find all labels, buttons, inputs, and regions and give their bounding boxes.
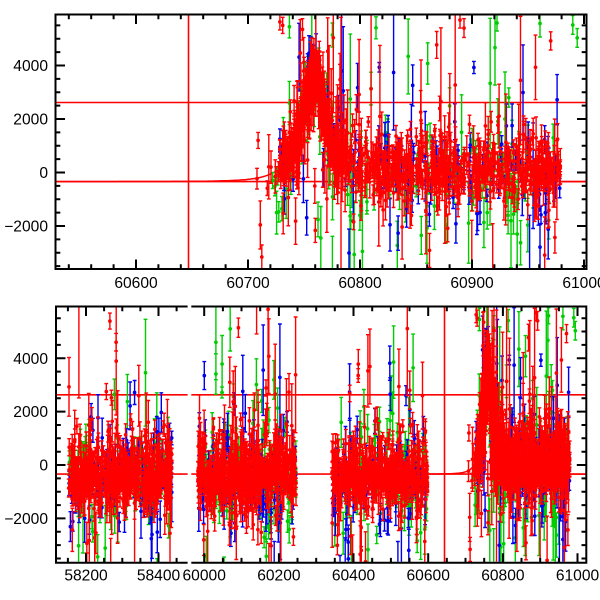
- svg-text:60700: 60700: [226, 275, 270, 292]
- svg-text:60600: 60600: [114, 275, 158, 292]
- svg-text:−2000: −2000: [4, 219, 48, 236]
- svg-text:2000: 2000: [13, 404, 48, 421]
- svg-text:61000: 61000: [562, 275, 600, 292]
- svg-text:0: 0: [39, 165, 48, 182]
- svg-text:60800: 60800: [481, 568, 525, 585]
- svg-text:4000: 4000: [13, 58, 48, 75]
- svg-text:58200: 58200: [64, 568, 108, 585]
- svg-text:2000: 2000: [13, 112, 48, 129]
- svg-text:60400: 60400: [332, 568, 376, 585]
- svg-text:60200: 60200: [257, 568, 301, 585]
- svg-text:60800: 60800: [338, 275, 382, 292]
- svg-text:58400: 58400: [137, 568, 181, 585]
- svg-text:4000: 4000: [13, 351, 48, 368]
- svg-text:60000: 60000: [183, 568, 227, 585]
- svg-text:−2000: −2000: [4, 511, 48, 528]
- svg-text:0: 0: [39, 458, 48, 475]
- svg-text:61000: 61000: [556, 568, 600, 585]
- svg-text:60600: 60600: [407, 568, 451, 585]
- svg-text:60900: 60900: [450, 275, 494, 292]
